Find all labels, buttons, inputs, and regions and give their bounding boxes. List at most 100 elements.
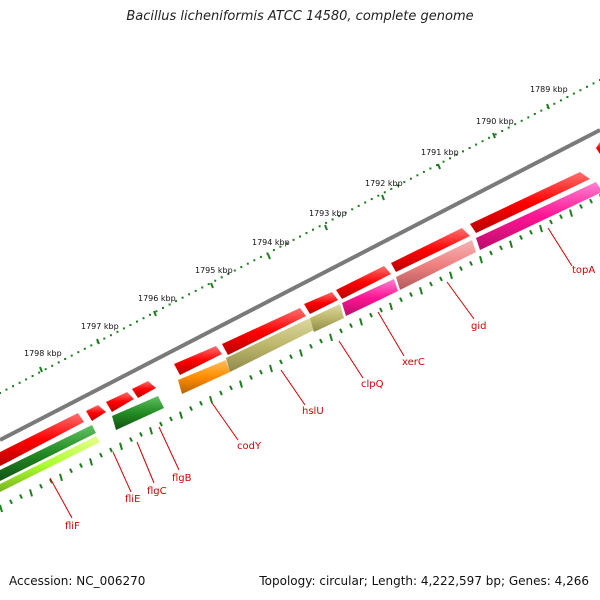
scale-dot	[168, 303, 171, 306]
scale-dot	[462, 150, 464, 153]
inner-tick	[339, 328, 343, 334]
inner-tick	[459, 266, 463, 272]
scale-dot	[416, 174, 419, 177]
inner-tick	[169, 416, 173, 422]
gene-label-hslU[interactable]: hslU	[302, 406, 324, 417]
inner-tick	[369, 312, 373, 318]
scale-dot	[109, 334, 112, 337]
scale-major-tick	[546, 103, 550, 110]
inner-tick	[489, 250, 493, 256]
scale-dot	[501, 130, 504, 132]
cds-bar-olive	[226, 318, 314, 372]
scale-dot	[194, 289, 197, 292]
scale-dot	[312, 228, 314, 231]
gene-label-codY[interactable]: codY	[237, 441, 262, 452]
scale-major-tick	[324, 224, 328, 231]
scale-dot	[64, 358, 67, 360]
inner-tick	[209, 395, 213, 404]
scale-dot	[318, 225, 321, 228]
inner-tick	[89, 458, 93, 466]
cds-bar-green	[112, 396, 164, 430]
scale-dot	[442, 160, 445, 163]
scale-major-tick	[492, 132, 496, 139]
scale-dot	[520, 119, 523, 122]
scale-dot	[12, 385, 14, 388]
scale-dot	[279, 245, 282, 248]
scale-dot	[0, 392, 1, 394]
scale-dot	[377, 194, 380, 197]
cds-arrow	[86, 405, 106, 421]
inner-tick	[29, 489, 33, 497]
cds-arrow	[336, 266, 391, 299]
cds-arrow	[106, 392, 134, 412]
gene-label-clpQ[interactable]: clpQ	[361, 379, 384, 390]
inner-tick	[469, 260, 473, 266]
inner-tick	[159, 421, 163, 427]
cds-bar-lime	[0, 436, 100, 492]
inner-tick	[99, 452, 103, 458]
scale-dot	[51, 364, 54, 367]
footer-topology: Topology: circular; Length: 4,222,597 bp…	[259, 574, 589, 588]
scale-dot	[57, 361, 60, 364]
scale-dot	[272, 249, 275, 252]
scale-dot	[136, 320, 138, 323]
scale-major-tick	[267, 253, 271, 260]
inner-tick	[509, 240, 513, 248]
scale-ticks	[0, 79, 600, 394]
inner-tick	[269, 364, 273, 373]
scale-dot	[559, 99, 562, 102]
inner-tick	[429, 281, 433, 287]
leader-clpQ	[338, 340, 364, 379]
inner-tick	[139, 431, 143, 437]
scale-dot	[214, 279, 217, 282]
inner-tick	[359, 318, 363, 326]
inner-tick	[549, 219, 553, 225]
gene-label-fliE[interactable]: fliE	[125, 494, 140, 505]
inner-tick	[229, 385, 233, 391]
gene-label-xerC[interactable]: xerC	[402, 357, 425, 368]
scale-dot	[246, 262, 249, 265]
inner-tick	[559, 214, 563, 220]
inner-tick	[379, 307, 383, 313]
tick-label-1794: 1794 kbp	[252, 238, 290, 247]
scale-dot	[572, 92, 575, 95]
inner-tick	[309, 343, 313, 349]
tick-label-1792: 1792 kbp	[365, 179, 403, 188]
scale-dot	[175, 300, 178, 303]
inner-tick	[579, 203, 583, 209]
scale-dot	[553, 102, 556, 105]
inner-tick	[319, 338, 323, 344]
inner-tick	[109, 447, 113, 453]
cds-arrow	[174, 346, 222, 375]
gene-label-gid[interactable]: gid	[471, 321, 486, 332]
scale-dot	[475, 143, 478, 146]
inner-tick	[409, 292, 413, 297]
tick-label-1795: 1795 kbp	[195, 266, 233, 275]
inner-tick	[529, 229, 533, 235]
scale-dot	[494, 133, 497, 136]
cds-bar-green	[0, 425, 96, 481]
inner-tick	[149, 427, 153, 435]
scale-dot	[370, 198, 373, 201]
scale-dot	[383, 191, 386, 194]
scale-dot	[83, 347, 86, 350]
gene-label-flgC[interactable]: flgC	[147, 486, 167, 497]
scale-dot	[181, 296, 184, 299]
gene-label-flgB[interactable]: flgB	[172, 473, 192, 484]
inner-tick	[499, 245, 503, 251]
leader-flgB	[158, 426, 180, 471]
gene-label-topA[interactable]: topA	[572, 265, 595, 276]
scale-dot	[259, 255, 262, 258]
scale-dot	[455, 153, 458, 156]
gene-label-fliF[interactable]: fliF	[65, 521, 80, 532]
scale-dot	[338, 215, 341, 218]
tick-label-1793: 1793 kbp	[309, 209, 347, 218]
gene-leaders	[49, 227, 573, 519]
scale-dot	[390, 187, 393, 190]
inner-tick	[49, 478, 53, 484]
scale-dot	[325, 221, 328, 224]
scale-dot	[436, 164, 438, 167]
cds-bar-magenta	[342, 279, 398, 316]
tick-label-1790: 1790 kbp	[476, 117, 514, 126]
